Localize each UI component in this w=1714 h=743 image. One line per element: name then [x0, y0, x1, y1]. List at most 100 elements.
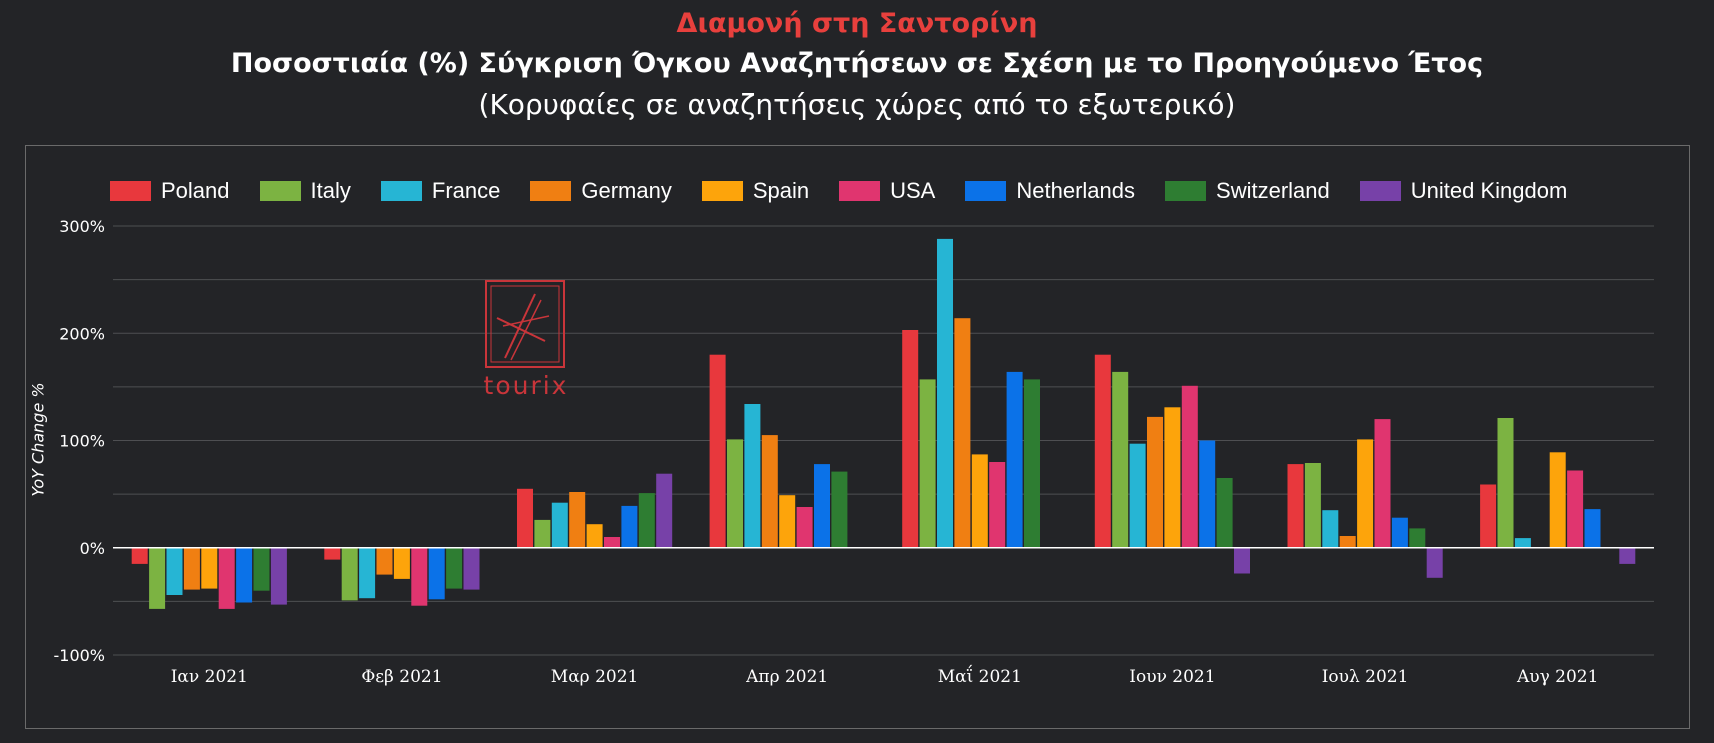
bar-united-kingdom[interactable] [463, 547, 480, 590]
y-tick-label: 100% [59, 432, 105, 451]
bar-italy[interactable] [149, 547, 166, 609]
bar-france[interactable] [1129, 443, 1146, 548]
bars [131, 238, 1636, 609]
legend-item-france[interactable]: France [380, 178, 500, 204]
bar-spain[interactable] [586, 524, 603, 548]
bar-usa[interactable] [604, 537, 620, 548]
bar-usa[interactable] [796, 507, 813, 548]
legend-swatch [259, 181, 301, 201]
bar-poland[interactable] [324, 547, 341, 560]
bar-switzerland[interactable] [253, 547, 270, 591]
bar-france[interactable] [1322, 510, 1339, 548]
bar-switzerland[interactable] [638, 493, 655, 548]
legend-swatch [530, 181, 572, 201]
bar-usa[interactable] [1567, 470, 1584, 548]
chart-title: Διαμονή στη Σαντορίνη [676, 8, 1038, 39]
legend-swatch [839, 181, 881, 201]
bar-france[interactable] [551, 502, 568, 548]
bar-united-kingdom[interactable] [656, 473, 673, 548]
legend-label: Germany [581, 178, 672, 203]
legend-item-switzerland[interactable]: Switzerland [1165, 178, 1330, 204]
bar-netherlands[interactable] [621, 505, 638, 548]
bar-spain[interactable] [971, 454, 988, 548]
bar-united-kingdom[interactable] [1619, 547, 1636, 564]
watermark-frame [485, 280, 565, 368]
bar-poland[interactable] [1480, 484, 1497, 548]
bar-poland[interactable] [1094, 354, 1111, 548]
x-tick-label: Ιουλ 2021 [1322, 667, 1409, 687]
bar-spain[interactable] [1357, 439, 1374, 548]
legend-label: United Kingdom [1410, 178, 1568, 203]
x-tick-label: Ιαν 2021 [171, 667, 248, 687]
bar-poland[interactable] [902, 330, 919, 548]
legend-item-usa[interactable]: USA [839, 178, 935, 204]
watermark-text: tourix [484, 371, 569, 400]
bar-poland[interactable] [1287, 464, 1304, 548]
x-tick-labels: Ιαν 2021 Φεβ 2021 Μαρ 2021 Απρ 2021 Μαΐ 2021… [171, 664, 1599, 687]
bar-usa[interactable] [411, 547, 428, 606]
y-tick-label: 0% [80, 539, 105, 558]
bar-usa[interactable] [1181, 385, 1198, 548]
x-tick-label: Αυγ 2021 [1516, 667, 1598, 687]
bar-italy[interactable] [1304, 463, 1321, 548]
bar-germany[interactable] [183, 547, 200, 590]
bar-france[interactable] [937, 238, 953, 548]
bar-germany[interactable] [761, 435, 778, 548]
bar-switzerland[interactable] [1216, 478, 1233, 548]
bar-netherlands[interactable] [1006, 371, 1023, 548]
bar-france[interactable] [359, 547, 376, 599]
bar-spain[interactable] [1549, 452, 1566, 548]
bar-netherlands[interactable] [428, 547, 445, 600]
bar-italy[interactable] [341, 547, 358, 601]
bar-united-kingdom[interactable] [270, 547, 287, 605]
bar-spain[interactable] [1164, 407, 1181, 548]
bar-germany[interactable] [954, 318, 971, 548]
bar-germany[interactable] [569, 492, 586, 548]
bar-italy[interactable] [727, 439, 743, 548]
x-tick-label: Μαΐ 2021 [938, 664, 1022, 687]
bar-spain[interactable] [201, 547, 218, 589]
bar-united-kingdom[interactable] [1234, 547, 1250, 574]
bar-france[interactable] [166, 547, 183, 595]
bar-spain[interactable] [393, 547, 410, 579]
bar-united-kingdom[interactable] [1426, 547, 1443, 578]
bar-netherlands[interactable] [814, 464, 830, 548]
bar-italy[interactable] [534, 519, 551, 548]
x-tick-label: Ιουν 2021 [1129, 667, 1215, 687]
legend-label: USA [890, 178, 936, 203]
legend-item-netherlands[interactable]: Netherlands [965, 178, 1135, 204]
bar-switzerland[interactable] [1409, 528, 1426, 548]
bar-netherlands[interactable] [236, 547, 253, 603]
legend-item-germany[interactable]: Germany [530, 178, 672, 204]
x-tick-label: Απρ 2021 [745, 667, 828, 687]
bar-switzerland[interactable] [446, 547, 463, 589]
bar-italy[interactable] [919, 379, 936, 548]
legend-swatch [110, 181, 151, 201]
bar-usa[interactable] [1374, 419, 1391, 548]
bar-poland[interactable] [709, 354, 726, 548]
bar-netherlands[interactable] [1199, 440, 1216, 548]
bar-italy[interactable] [1112, 371, 1129, 548]
bar-poland[interactable] [517, 488, 533, 548]
bar-usa[interactable] [989, 462, 1006, 548]
bar-poland[interactable] [131, 547, 148, 564]
bar-germany[interactable] [1339, 536, 1356, 548]
watermark-stroke [510, 299, 542, 361]
legend-item-united-kingdom[interactable]: United Kingdom [1359, 178, 1568, 204]
bar-france[interactable] [744, 404, 761, 548]
chart-subtitle: Ποσοστιαία (%) Σύγκριση Όγκου Αναζητήσεω… [230, 48, 1484, 79]
bar-italy[interactable] [1497, 418, 1514, 548]
legend-item-poland[interactable]: Poland [110, 178, 230, 204]
bar-germany[interactable] [1147, 416, 1163, 548]
watermark-stroke [496, 317, 546, 342]
bar-germany[interactable] [376, 547, 393, 575]
bar-france[interactable] [1514, 538, 1531, 548]
legend-item-italy[interactable]: Italy [259, 178, 351, 204]
bar-usa[interactable] [218, 547, 235, 609]
bar-netherlands[interactable] [1391, 517, 1408, 548]
legend-item-spain[interactable]: Spain [701, 178, 809, 204]
bar-switzerland[interactable] [1024, 379, 1040, 548]
bar-spain[interactable] [779, 495, 796, 548]
bar-switzerland[interactable] [831, 471, 848, 548]
bar-netherlands[interactable] [1584, 509, 1601, 548]
